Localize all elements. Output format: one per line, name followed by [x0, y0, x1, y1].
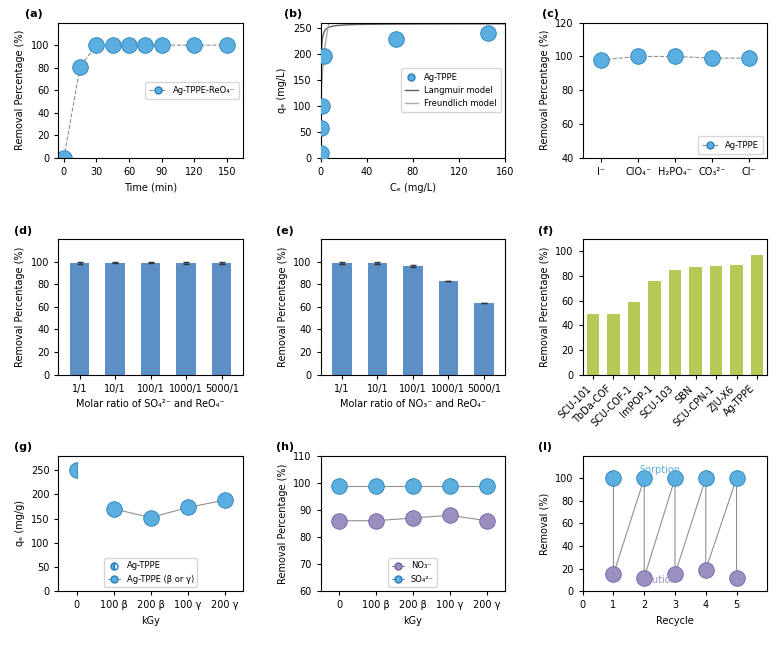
Y-axis label: Removal (%): Removal (%): [540, 492, 550, 554]
Point: [218, 495, 231, 505]
Bar: [628, 302, 640, 375]
Point: [90, 40, 103, 50]
Point: [390, 34, 402, 45]
X-axis label: kGy: kGy: [404, 616, 422, 626]
Point: [155, 40, 167, 50]
Bar: [141, 262, 160, 375]
Point: [731, 473, 743, 483]
Legend: Ag-TPPE, Ag-TPPE (β or γ): Ag-TPPE, Ag-TPPE (β or γ): [104, 558, 197, 587]
Legend: Ag-TPPE, Langmuir model, Freundlich model: Ag-TPPE, Langmuir model, Freundlich mode…: [401, 68, 501, 112]
Bar: [474, 304, 494, 375]
Point: [443, 510, 456, 521]
Point: [123, 40, 136, 50]
Bar: [689, 267, 702, 375]
Text: (l): (l): [538, 443, 552, 452]
Point: [669, 569, 682, 579]
Bar: [608, 314, 619, 375]
Point: [700, 565, 712, 575]
Point: [220, 40, 233, 50]
Text: (b): (b): [284, 9, 301, 19]
Bar: [332, 263, 351, 375]
Bar: [710, 266, 722, 375]
Bar: [177, 263, 196, 375]
Y-axis label: Removal Percentage (%): Removal Percentage (%): [540, 247, 550, 367]
Point: [669, 473, 682, 483]
Point: [144, 512, 157, 523]
Point: [608, 473, 620, 483]
Text: (d): (d): [14, 225, 32, 236]
X-axis label: Molar ratio of SO₄²⁻ and ReO₄⁻: Molar ratio of SO₄²⁻ and ReO₄⁻: [76, 399, 225, 409]
Legend: NO₃⁻, SO₄²⁻: NO₃⁻, SO₄²⁻: [389, 558, 437, 587]
Bar: [648, 281, 661, 375]
Legend: Ag-TPPE-ReO₄⁻: Ag-TPPE-ReO₄⁻: [145, 81, 239, 99]
Point: [370, 516, 382, 526]
Point: [318, 51, 330, 61]
Point: [316, 101, 329, 111]
Legend: Ag-TPPE: Ag-TPPE: [698, 136, 763, 154]
Point: [188, 40, 200, 50]
Point: [71, 465, 83, 475]
Point: [370, 481, 382, 491]
Bar: [368, 263, 387, 375]
Point: [407, 481, 419, 491]
X-axis label: Molar ratio of NO₃⁻ and ReO₄⁻: Molar ratio of NO₃⁻ and ReO₄⁻: [340, 399, 486, 409]
Point: [182, 503, 194, 513]
Point: [333, 481, 345, 491]
Y-axis label: qₑ (mg/L): qₑ (mg/L): [277, 68, 287, 113]
Point: [638, 473, 650, 483]
Point: [315, 147, 327, 158]
Text: Elution: Elution: [643, 576, 677, 585]
Bar: [731, 265, 742, 375]
X-axis label: Cₑ (mg/L): Cₑ (mg/L): [390, 183, 436, 193]
Point: [58, 153, 70, 163]
Y-axis label: Removal Percentage (%): Removal Percentage (%): [16, 247, 26, 367]
Y-axis label: qₑ (mg/g): qₑ (mg/g): [16, 501, 25, 547]
Text: (a): (a): [25, 9, 43, 19]
Y-axis label: Removal Percentage (%): Removal Percentage (%): [277, 247, 287, 367]
Point: [74, 61, 86, 72]
X-axis label: Recycle: Recycle: [656, 616, 694, 626]
Bar: [403, 266, 423, 375]
Point: [742, 53, 755, 63]
Bar: [587, 314, 599, 375]
Point: [481, 516, 493, 526]
Point: [333, 516, 345, 526]
Text: (e): (e): [277, 225, 294, 236]
X-axis label: kGy: kGy: [141, 616, 160, 626]
Point: [608, 569, 620, 579]
Bar: [751, 255, 763, 375]
Text: Sorption: Sorption: [639, 465, 680, 475]
X-axis label: Time (min): Time (min): [124, 183, 178, 193]
Point: [700, 473, 712, 483]
Y-axis label: Removal Percentage (%): Removal Percentage (%): [277, 463, 287, 583]
Point: [407, 513, 419, 523]
Text: (h): (h): [277, 443, 294, 452]
Bar: [105, 262, 125, 375]
Point: [731, 572, 743, 583]
Bar: [212, 263, 231, 375]
Point: [139, 40, 152, 50]
Point: [638, 572, 650, 583]
Bar: [669, 270, 681, 375]
Y-axis label: Removal Percentage (%): Removal Percentage (%): [540, 30, 550, 151]
Text: (g): (g): [14, 443, 32, 452]
Text: (f): (f): [538, 225, 554, 236]
Point: [481, 481, 493, 491]
Point: [595, 55, 608, 65]
Point: [443, 481, 456, 491]
Point: [315, 123, 328, 133]
Bar: [439, 281, 458, 375]
Point: [706, 53, 718, 63]
Point: [481, 28, 494, 38]
Point: [632, 51, 644, 61]
Point: [669, 51, 682, 61]
Y-axis label: Removal Percentage (%): Removal Percentage (%): [16, 30, 26, 151]
Point: [108, 504, 120, 514]
Bar: [70, 263, 90, 375]
Point: [107, 40, 119, 50]
Text: (c): (c): [542, 9, 559, 19]
